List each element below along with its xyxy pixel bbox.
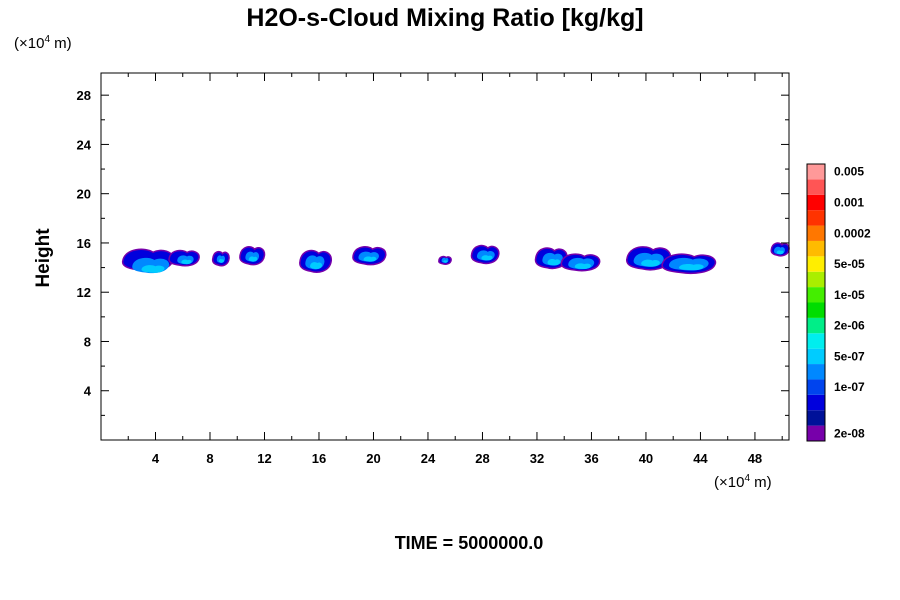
y-tick-label: 4 (84, 384, 92, 399)
cloud-patch (470, 244, 500, 265)
cloud-core (641, 259, 660, 267)
cloud-core (481, 255, 493, 261)
y-tick-label: 16 (77, 236, 91, 251)
colorbar-label: 1e-05 (834, 288, 865, 302)
colorbar-label: 0.001 (834, 195, 864, 209)
colorbar: 2e-08 1e-07 5e-07 2e-06 1e-05 5e-05 0.0002 0.00… (806, 163, 871, 442)
x-tick-label: 28 (475, 451, 489, 466)
colorbar-swatch (807, 394, 825, 411)
cloud-patch (560, 253, 601, 272)
colorbar-swatch (807, 179, 825, 195)
cloud-patch (770, 242, 790, 257)
cloud-core (776, 250, 784, 255)
cloud-core (547, 259, 561, 266)
x-tick-label: 4 (152, 451, 160, 466)
colorbar-swatch (807, 317, 825, 334)
colorbar-label: 2e-06 (834, 319, 865, 333)
x-tick-label: 44 (693, 451, 708, 466)
x-unit-prefix: (×10 (714, 474, 744, 491)
colorbar-swatch (807, 302, 825, 318)
x-unit-label: (×104 m) (714, 473, 772, 491)
cloud-patch (168, 249, 200, 267)
cloud-patch (661, 253, 717, 275)
cloud-core (218, 258, 224, 263)
colorbar-swatch (807, 194, 825, 211)
x-tick-label: 12 (257, 451, 271, 466)
y-tick-label: 12 (77, 285, 91, 300)
colorbar-swatch (807, 379, 825, 395)
plot-area (101, 73, 790, 440)
y-unit-prefix: (×10 (14, 35, 44, 52)
cloud-patch (438, 255, 452, 265)
cloud-core (181, 259, 192, 265)
colorbar-frame (806, 163, 826, 442)
cloud-patch (626, 246, 672, 271)
x-tick-label: 48 (748, 451, 762, 466)
colorbar-label: 5e-07 (834, 349, 865, 363)
cloud-core (141, 265, 165, 273)
colorbar-label: 2e-08 (834, 426, 865, 440)
x-tick-label: 36 (584, 451, 598, 466)
y-tick-label: 20 (77, 187, 91, 202)
colorbar-swatch (807, 164, 825, 180)
colorbar-swatch (807, 225, 825, 241)
chart-title: H2O-s-Cloud Mixing Ratio [kg/kg] (246, 4, 643, 32)
cloud-core (678, 263, 704, 271)
x-tick-label: 16 (312, 451, 326, 466)
colorbar-swatch (807, 256, 825, 272)
x-tick-label: 24 (421, 451, 436, 466)
cloud-patch (121, 248, 174, 274)
time-label: TIME = 5000000.0 (395, 533, 544, 553)
x-unit-exponent: 4 (744, 473, 750, 484)
cloud-patch (299, 249, 332, 273)
cloud-core (574, 263, 591, 270)
colorbar-label: 0.005 (834, 165, 864, 179)
y-unit-suffix: m) (50, 35, 72, 52)
x-unit-suffix: m) (750, 474, 772, 491)
colorbar-swatch (807, 271, 825, 288)
cloud-patch (211, 250, 230, 267)
cloud-core (363, 256, 377, 262)
cloud-patch (352, 246, 387, 266)
y-tick-label: 8 (84, 334, 91, 349)
colorbar-swatch (807, 287, 825, 303)
cloud-core (443, 260, 448, 263)
y-unit-label: (×104 m) (14, 34, 72, 52)
colorbar-swatch (807, 240, 825, 257)
colorbar-swatch (807, 364, 825, 380)
plot-frame (100, 72, 790, 441)
colorbar-swatch (807, 425, 825, 441)
colorbar-label: 0.0002 (834, 226, 871, 240)
colorbar-label: 1e-07 (834, 380, 865, 394)
x-tick-label: 8 (206, 451, 213, 466)
colorbar-swatch (807, 348, 825, 365)
cloud-core (248, 256, 258, 262)
y-tick-label: 28 (77, 88, 91, 103)
colorbar-swatch (807, 333, 825, 349)
y-unit-exponent: 4 (44, 34, 50, 45)
cloud-patch (239, 246, 266, 266)
cloud-core (310, 262, 323, 270)
colorbar-label: 5e-05 (834, 257, 865, 271)
colorbar-swatch (807, 210, 825, 226)
y-axis-title: Height (33, 228, 54, 288)
x-tick-label: 20 (366, 451, 380, 466)
x-tick-label: 40 (639, 451, 653, 466)
x-tick-label: 32 (530, 451, 544, 466)
y-tick-label: 24 (77, 137, 92, 152)
colorbar-swatch (807, 410, 825, 426)
cloud-patch (534, 247, 568, 270)
